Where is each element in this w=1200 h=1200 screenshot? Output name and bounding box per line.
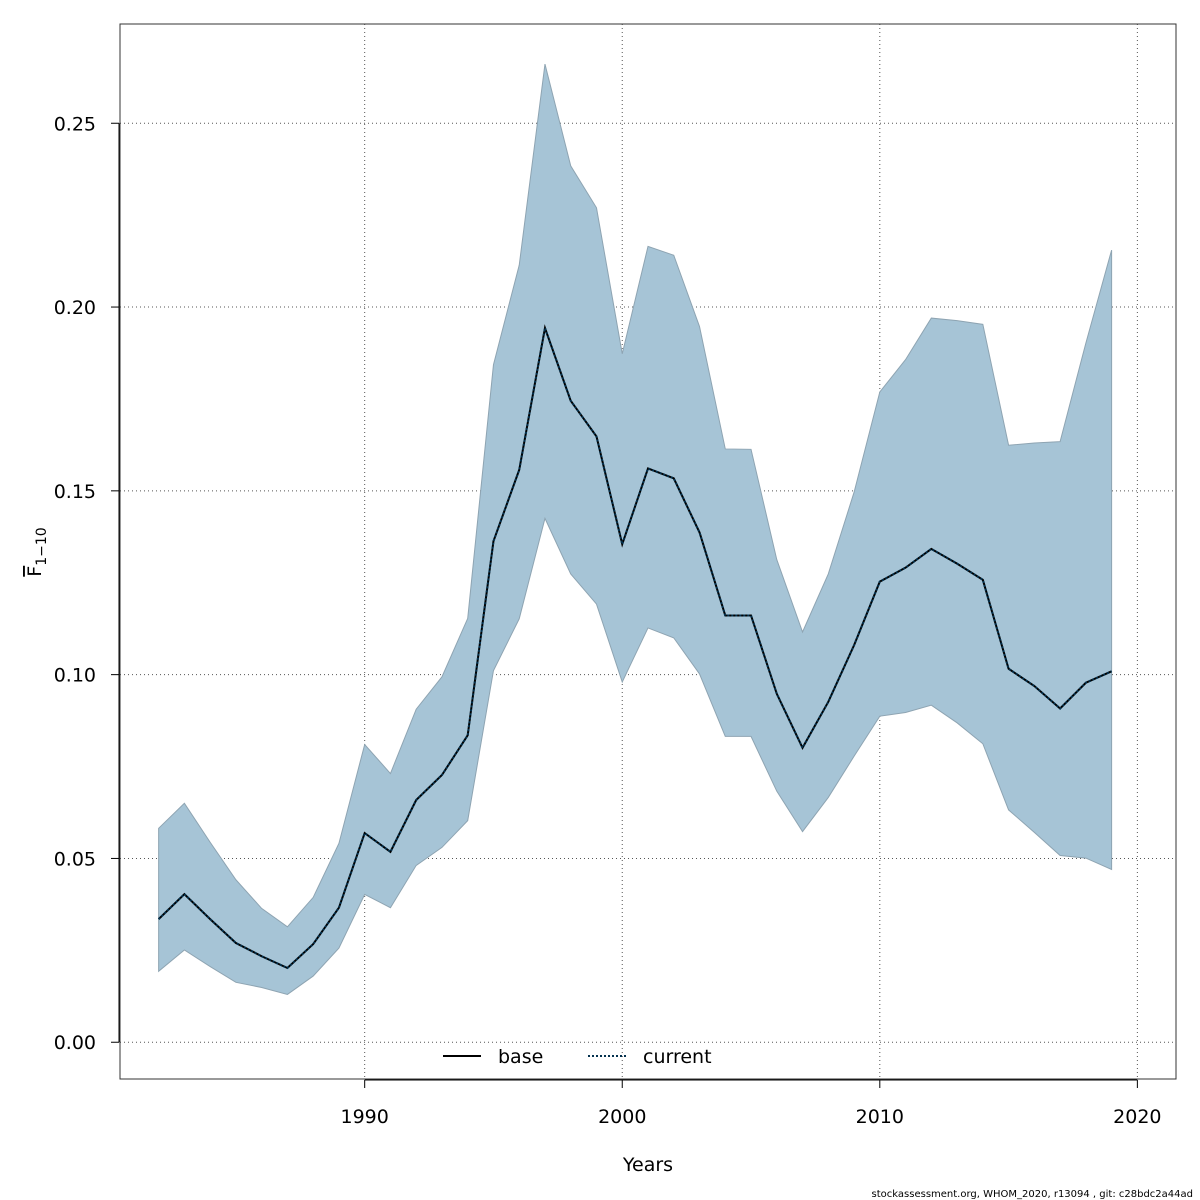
- x-tick-label-2000: 2000: [598, 1106, 646, 1128]
- legend: base current: [443, 1046, 712, 1068]
- legend-label-current: current: [643, 1046, 712, 1068]
- svg-text:F1−10: F1−10: [24, 527, 50, 576]
- footer-credit: stockassessment.org, WHOM_2020, r13094 ,…: [872, 1189, 1193, 1200]
- x-tick-label-2010: 2010: [856, 1106, 904, 1128]
- y-axis-title-subscript: 1−10: [34, 527, 50, 565]
- confidence-band-layer: [158, 63, 1113, 995]
- y-tick-label-0.15: 0.15: [54, 481, 96, 503]
- legend-label-base: base: [498, 1046, 543, 1068]
- plot-frame: [119, 23, 1177, 1080]
- series-line-base: [157, 324, 1113, 970]
- y-axis-title-base: F: [24, 566, 46, 577]
- y-tick-label-0.25: 0.25: [54, 113, 96, 135]
- y-axis-title: F1−10: [24, 527, 50, 576]
- y-axis: 0.00 0.05 0.10 0.15 0.20 0.25: [54, 113, 120, 1054]
- y-tick-label-0.20: 0.20: [54, 297, 96, 319]
- y-tick-label-0.10: 0.10: [54, 665, 96, 687]
- confidence-band: [158, 63, 1113, 995]
- x-axis-title: Years: [622, 1154, 673, 1176]
- y-tick-label-0.05: 0.05: [54, 848, 96, 870]
- series-lines-layer: [157, 324, 1113, 970]
- x-tick-label-2020: 2020: [1113, 1106, 1161, 1128]
- x-axis: 1990 2000 2010 2020: [341, 1079, 1162, 1128]
- y-tick-label-0.00: 0.00: [54, 1032, 96, 1054]
- x-tick-label-1990: 1990: [341, 1106, 389, 1128]
